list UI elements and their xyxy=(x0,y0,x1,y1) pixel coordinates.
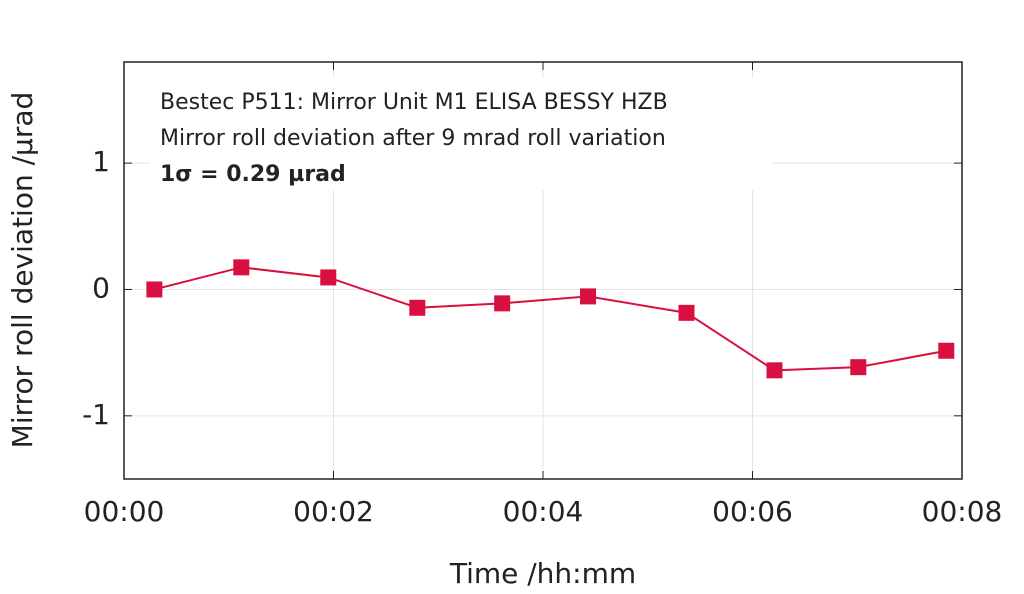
data-marker xyxy=(233,259,250,276)
y-axis-label: Mirror roll deviation /µrad xyxy=(6,92,39,449)
x-tick-label: 00:06 xyxy=(712,495,793,528)
x-tick-label: 00:04 xyxy=(503,495,584,528)
data-marker xyxy=(494,295,511,312)
data-marker xyxy=(766,362,783,379)
data-marker xyxy=(320,269,337,286)
x-tick-label: 00:02 xyxy=(293,495,374,528)
annotation: 1σ = 0.29 µrad xyxy=(160,162,346,187)
y-tick-label: 1 xyxy=(92,145,110,178)
plot-frame xyxy=(123,61,963,480)
x-axis-label: Time /hh:mm xyxy=(449,557,636,590)
x-tick-label: 00:08 xyxy=(922,495,1003,528)
annotation-background xyxy=(150,78,772,190)
data-marker xyxy=(938,342,955,359)
data-marker xyxy=(678,304,695,321)
y-tick-label: -1 xyxy=(82,398,110,431)
data-marker xyxy=(850,359,867,376)
annotation: Mirror roll deviation after 9 mrad roll … xyxy=(160,126,666,151)
data-line xyxy=(154,266,947,372)
data-marker xyxy=(580,288,597,305)
data-marker xyxy=(146,281,163,298)
x-tick-label: 00:00 xyxy=(84,495,165,528)
data-marker xyxy=(409,299,426,316)
annotation: Bestec P511: Mirror Unit M1 ELISA BESSY … xyxy=(160,90,668,115)
y-tick-label: 0 xyxy=(92,271,110,304)
